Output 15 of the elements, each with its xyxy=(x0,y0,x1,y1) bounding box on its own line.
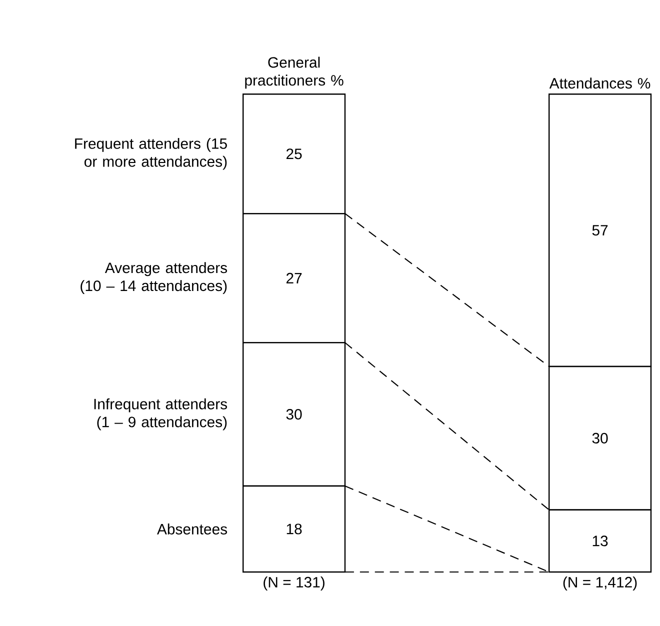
series-label: Absentees xyxy=(156,524,228,534)
data-label: 13 xyxy=(592,536,608,546)
series-label: Frequent attenders (15 or more attendances) xyxy=(75,138,227,170)
data-label: 18 xyxy=(286,524,302,534)
data-label: 27 xyxy=(286,272,302,284)
data-label: 30 xyxy=(592,432,608,444)
data-label: 57 xyxy=(592,225,608,236)
data-label: 30 xyxy=(286,409,302,420)
series-label: Average attenders (10 – 14 attendances) xyxy=(80,262,228,294)
data-label: 25 xyxy=(286,148,302,160)
text: (N = 1,412) xyxy=(563,576,637,590)
text: (N = 131) xyxy=(264,576,324,590)
x-tick-label: General practitioners % xyxy=(245,56,344,89)
x-tick-label: Attendances % xyxy=(549,78,650,89)
series-label: Infrequent attenders (1 – 9 attendances) xyxy=(94,398,228,430)
